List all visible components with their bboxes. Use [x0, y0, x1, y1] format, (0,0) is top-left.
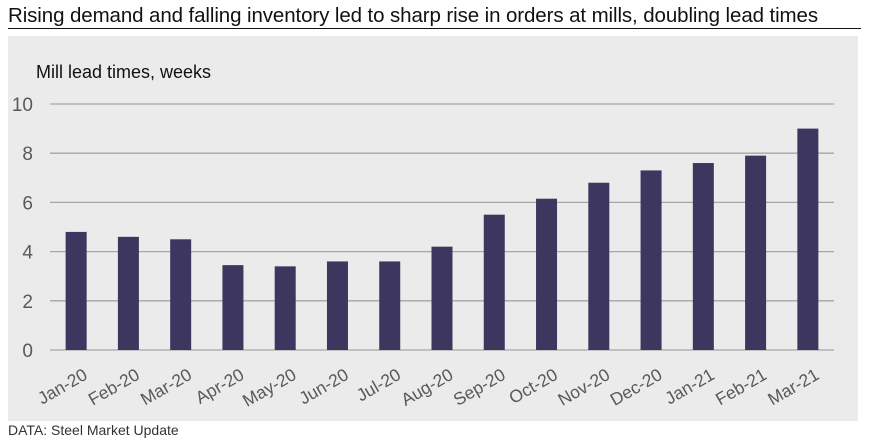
bar-nov-20 [588, 182, 610, 350]
x-tick-label: May-20 [239, 364, 300, 411]
x-tick-label: Feb-20 [85, 364, 143, 409]
data-source-note: DATA: Steel Market Update [8, 422, 179, 438]
x-tick-label: Mar-20 [137, 364, 195, 409]
y-tick-label: 4 [22, 243, 33, 264]
y-tick-label: 8 [22, 144, 33, 165]
bar-may-20 [274, 266, 296, 350]
bar-dec-20 [640, 170, 662, 350]
x-tick-label: Dec-20 [607, 364, 666, 410]
bar-feb-21 [745, 155, 767, 350]
y-tick-label: 10 [12, 95, 33, 116]
title-underline [8, 28, 861, 29]
chart-panel [8, 36, 858, 421]
x-tick-label: Apr-20 [192, 364, 248, 408]
y-tick-label: 0 [22, 341, 33, 362]
x-tick-label: Oct-20 [505, 364, 561, 408]
x-tick-label: Jul-20 [353, 364, 405, 405]
bar-jan-20 [65, 231, 87, 350]
bar-jun-20 [326, 261, 348, 350]
bar-apr-20 [222, 265, 244, 350]
x-tick-label: Feb-21 [712, 364, 770, 409]
x-tick-label: Jan-21 [661, 364, 717, 408]
y-tick-label: 2 [22, 292, 33, 313]
y-tick-labels: 0 2 4 6 8 10 [12, 95, 34, 362]
x-tick-label: Sep-20 [450, 364, 509, 410]
bar-mar-21 [797, 128, 819, 350]
x-tick-label: Jan-20 [34, 364, 91, 408]
bar-oct-20 [536, 198, 558, 350]
y-axis-title: Mill lead times, weeks [36, 62, 211, 82]
x-tick-label: Nov-20 [554, 364, 613, 410]
bar-mar-20 [170, 239, 192, 350]
bar-sep-20 [483, 214, 505, 350]
bar-jul-20 [379, 261, 401, 350]
chart-title: Rising demand and falling inventory led … [8, 4, 818, 27]
x-tick-label: Mar-21 [764, 364, 822, 409]
bar-feb-20 [117, 236, 139, 350]
x-tick-label: Jun-20 [296, 364, 353, 408]
bar-jan-21 [692, 163, 714, 350]
bars [65, 128, 819, 350]
bar-aug-20 [431, 246, 453, 350]
x-tick-label: Aug-20 [398, 364, 457, 410]
y-tick-label: 6 [22, 193, 33, 214]
